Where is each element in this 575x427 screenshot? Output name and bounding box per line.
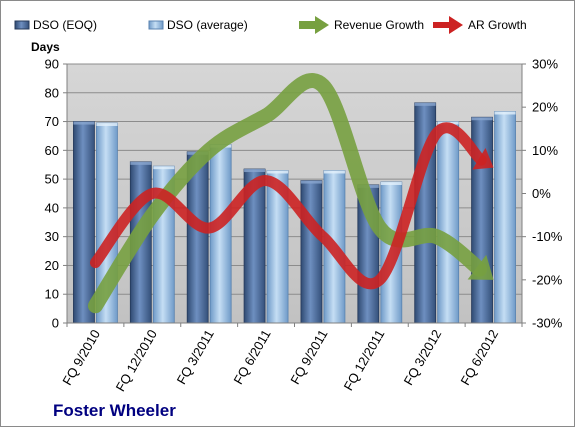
- bar-cap: [244, 169, 266, 173]
- bar-cap: [494, 111, 516, 115]
- y2-tick-label: 30%: [532, 57, 558, 72]
- bar-cap: [130, 161, 152, 165]
- y2-tick-label: -30%: [532, 316, 563, 331]
- y-tick-label: 60: [45, 143, 59, 158]
- ar-growth-arrowhead: [472, 147, 494, 170]
- x-tick-label: FQ 6/2012: [457, 327, 501, 388]
- legend-dso-eoq: DSO (EOQ): [14, 18, 97, 32]
- y-tick-label: 90: [45, 57, 59, 72]
- bar-cap: [380, 181, 402, 185]
- y2-tick-label: 10%: [532, 143, 558, 158]
- y-tick-label: 10: [45, 287, 59, 302]
- y-tick-label: 50: [45, 172, 59, 187]
- y-tick-label: 30: [45, 229, 59, 244]
- legend-label: DSO (EOQ): [33, 18, 97, 32]
- legend: DSO (EOQ) DSO (average) Revenue Growth AR G…: [14, 16, 527, 34]
- y2-tick-label: 0%: [532, 186, 551, 201]
- x-tick-label: FQ 9/2010: [59, 327, 103, 388]
- x-tick-label: FQ 9/2011: [287, 327, 330, 387]
- x-tick-label: FQ 3/2011: [174, 327, 217, 387]
- x-tick-label: FQ 3/2012: [401, 327, 445, 388]
- y-tick-label: 0: [52, 316, 59, 331]
- y2-tick-label: -20%: [532, 272, 563, 287]
- legend-label: DSO (average): [167, 18, 248, 32]
- bar-dso-eoq: [73, 121, 95, 324]
- bar-dso-eoq: [300, 180, 323, 324]
- y-axis-title: Days: [31, 40, 60, 54]
- bar-cap: [414, 102, 436, 106]
- bar-cap: [153, 166, 175, 170]
- x-tick-label: FQ 12/2011: [341, 327, 388, 393]
- legend-swatch: [148, 20, 164, 30]
- x-tick-label: FQ 6/2011: [230, 327, 273, 387]
- bar-cap: [96, 122, 118, 126]
- bar-cap: [73, 121, 95, 125]
- bar-cap: [323, 170, 345, 174]
- legend-label: AR Growth: [468, 18, 527, 32]
- legend-ar-growth: AR Growth: [433, 16, 527, 34]
- legend-dso-average: DSO (average): [148, 18, 248, 32]
- lines-layer: [87, 73, 494, 314]
- revenue-growth-arrowhead: [467, 254, 494, 280]
- ar-growth-line: [89, 122, 487, 290]
- legend-swatch: [14, 20, 30, 30]
- bar-dso-average: [437, 121, 460, 324]
- legend-arrow-head: [315, 16, 329, 34]
- y2-tick-label: 20%: [532, 100, 558, 115]
- legend-arrow-head: [449, 16, 463, 34]
- bar-cap: [471, 117, 493, 121]
- chart-title: Foster Wheeler: [53, 401, 176, 420]
- legend-revenue-growth: Revenue Growth: [299, 16, 424, 34]
- bar-cap: [300, 180, 322, 184]
- revenue-growth-line: [87, 73, 488, 314]
- y-tick-label: 40: [45, 200, 59, 215]
- legend-label: Revenue Growth: [334, 18, 424, 32]
- y2-tick-label: -10%: [532, 229, 563, 244]
- x-tick-label: FQ 12/2010: [113, 327, 160, 394]
- y-tick-label: 20: [45, 258, 59, 273]
- y-tick-label: 70: [45, 114, 59, 129]
- bar-cap: [267, 170, 289, 174]
- bar-dso-average: [494, 111, 516, 324]
- bar-dso-average: [209, 144, 232, 324]
- y-tick-label: 80: [45, 85, 59, 100]
